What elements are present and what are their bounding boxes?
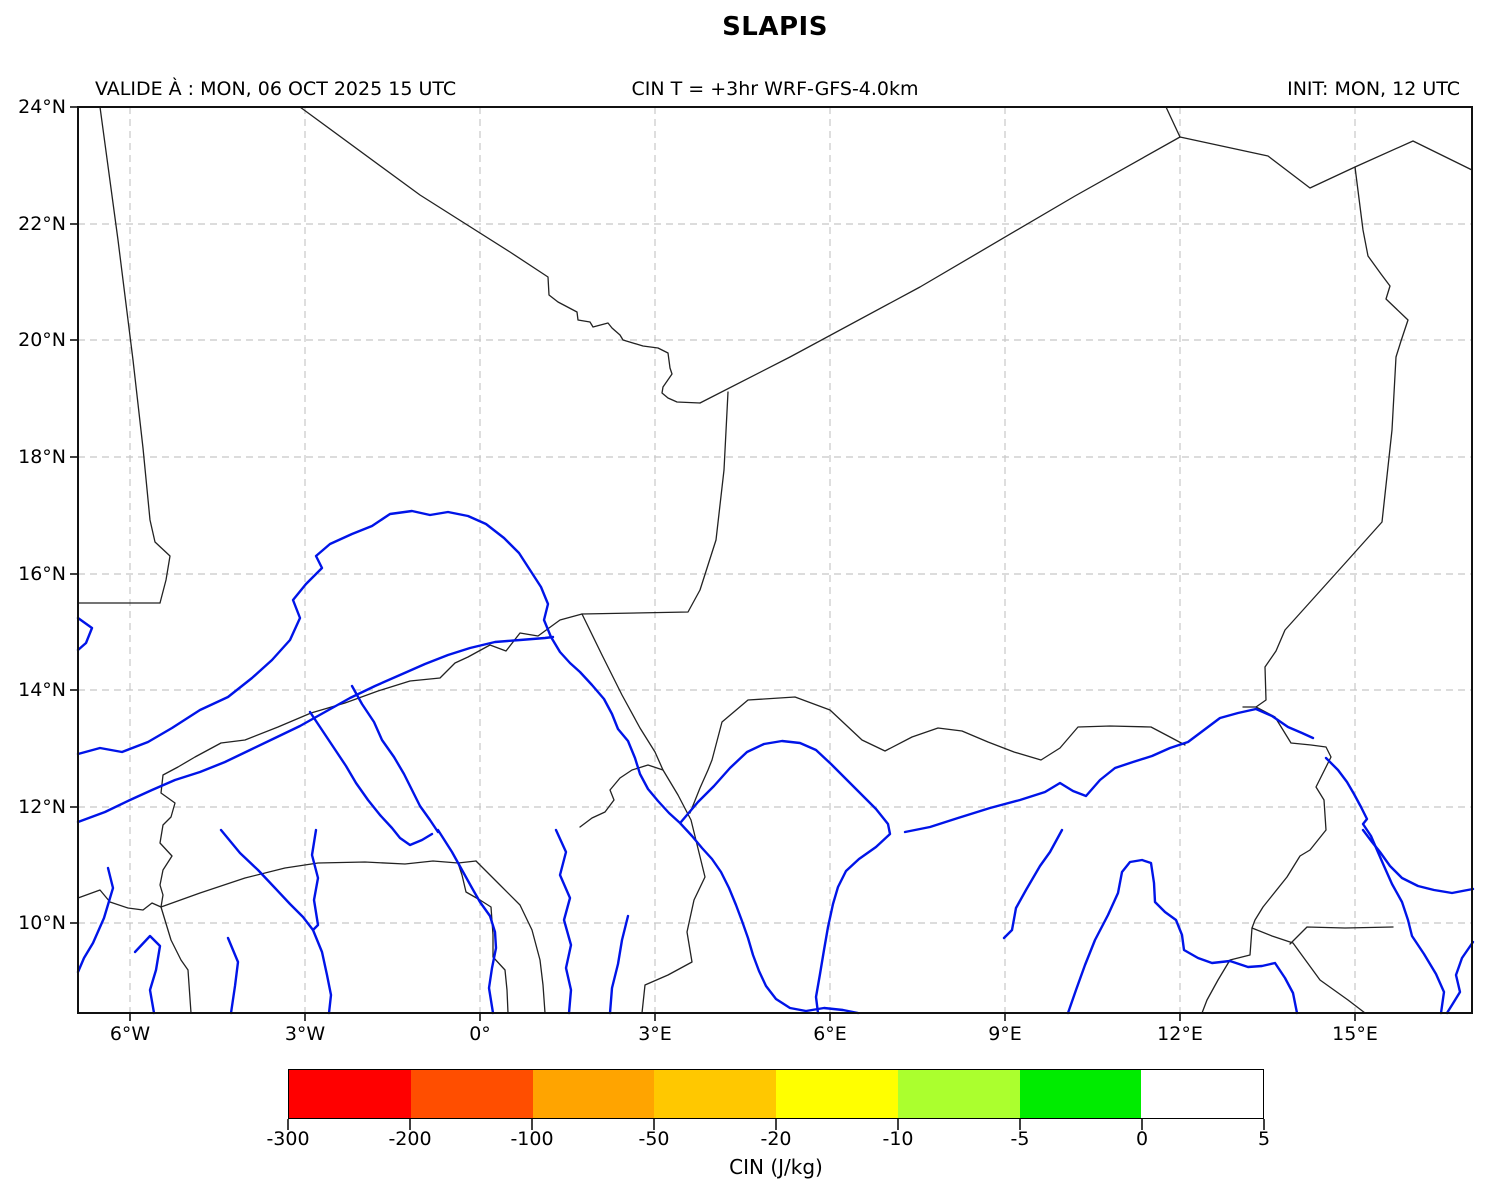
colorbar-tick-label: -20 [760, 1128, 792, 1150]
y-tick-label: 16°N [18, 563, 66, 585]
colorbar-segment [532, 1070, 655, 1118]
country-border-path [1179, 136, 1473, 189]
x-tick-label: 0° [469, 1023, 491, 1045]
y-tick-label: 20°N [18, 329, 66, 351]
country-border-path [160, 860, 477, 908]
colorbar-tick-label: -50 [638, 1128, 670, 1150]
colorbar-segment [1019, 1070, 1142, 1118]
colorbar-segment [654, 1070, 776, 1118]
river-path [310, 828, 333, 1015]
y-tick-label: 12°N [18, 796, 66, 818]
river-path [608, 914, 630, 1015]
x-tick-label: 6°W [109, 1023, 151, 1045]
header-init-time: INIT: MON, 12 UTC [1287, 78, 1460, 100]
country-border-path [1165, 106, 1181, 138]
x-tick-label: 6°E [813, 1023, 847, 1045]
x-tick-label: 15°E [1332, 1023, 1378, 1045]
river-path [219, 828, 315, 932]
river-path [350, 684, 440, 834]
river-path [1445, 940, 1475, 1015]
page-title: SLAPIS [722, 12, 828, 42]
colorbar-label: CIN (J/kg) [729, 1155, 823, 1179]
river-path [1066, 858, 1299, 1015]
colorbar-segment [289, 1070, 411, 1118]
river-path [903, 707, 1315, 834]
country-border-path [581, 391, 729, 615]
colorbar-tick-label: -300 [266, 1128, 310, 1150]
country-border-path [689, 696, 1186, 814]
colorbar-tick-label: -100 [510, 1128, 554, 1150]
country-border-path [99, 106, 171, 604]
plot-frame [77, 106, 1473, 1014]
river-path [1324, 756, 1446, 1015]
river-path [76, 509, 860, 1015]
river-path [76, 635, 555, 824]
river-path [76, 616, 94, 652]
y-tick-label: 10°N [18, 912, 66, 934]
country-border-path [159, 613, 583, 908]
y-tick-label: 22°N [18, 213, 66, 235]
colorbar-segment [776, 1070, 898, 1118]
river-path [76, 866, 115, 974]
country-border-path [1251, 927, 1366, 1014]
y-tick-label: 18°N [18, 446, 66, 468]
country-border-path [475, 860, 546, 1014]
header-model-info: CIN T = +3hr WRF-GFS-4.0km [631, 78, 919, 100]
colorbar-tick-label: 5 [1257, 1128, 1271, 1150]
country-border-path [77, 889, 162, 911]
country-border-path [1201, 166, 1409, 1014]
country-border-path [641, 769, 706, 1014]
river-path [226, 936, 240, 1015]
header-valid-time: VALIDE À : MON, 06 OCT 2025 15 UTC [95, 78, 457, 100]
river-path [436, 828, 498, 1015]
country-border-path [1289, 926, 1394, 945]
colorbar-tick-label: 0 [1135, 1128, 1149, 1150]
river-path [133, 934, 162, 1015]
colorbar-segment [897, 1070, 1020, 1118]
river-path [1002, 828, 1064, 940]
colorbar-segment [1141, 1070, 1263, 1118]
river-path [1361, 828, 1475, 895]
colorbar-segment [410, 1070, 533, 1118]
country-border-path [579, 613, 664, 828]
country-border-path [699, 136, 1181, 404]
x-tick-label: 3°E [638, 1023, 672, 1045]
x-tick-label: 12°E [1157, 1023, 1203, 1045]
x-tick-label: 3°W [284, 1023, 326, 1045]
colorbar-tick-label: -10 [882, 1128, 914, 1150]
colorbar [288, 1069, 1264, 1119]
y-tick-label: 24°N [18, 96, 66, 118]
country-border-path [299, 106, 701, 404]
x-tick-label: 9°E [988, 1023, 1022, 1045]
river-path [554, 828, 573, 1015]
country-border-path [160, 906, 192, 1014]
colorbar-tick-label: -5 [1010, 1128, 1030, 1150]
y-tick-label: 14°N [18, 679, 66, 701]
river-path [308, 710, 434, 847]
colorbar-tick-label: -200 [388, 1128, 432, 1150]
river-path [679, 739, 892, 1015]
